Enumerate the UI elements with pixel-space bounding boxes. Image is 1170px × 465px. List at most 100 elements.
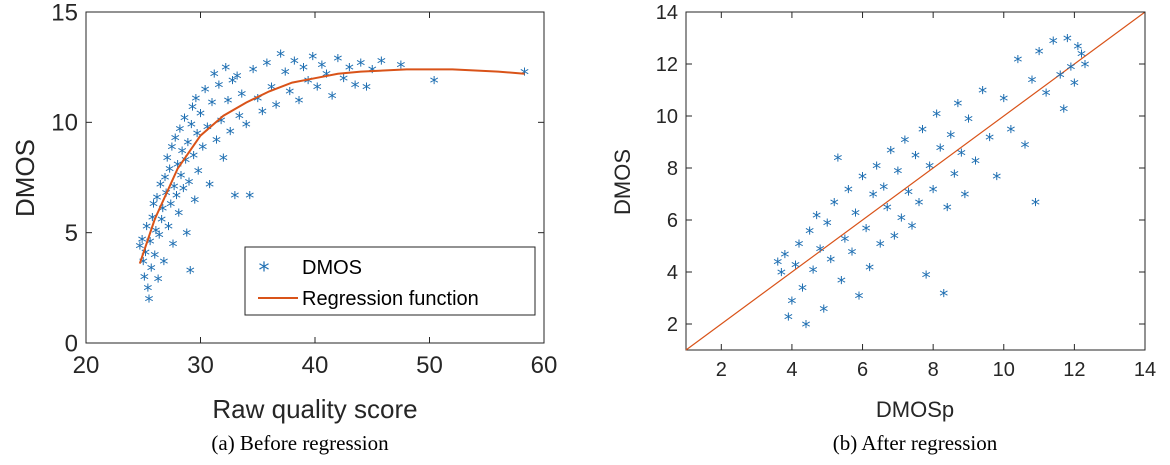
data-point: *: [163, 150, 172, 171]
data-point: *: [285, 84, 294, 105]
data-point: *: [142, 219, 151, 240]
data-point: *: [276, 47, 285, 68]
data-point: *: [138, 232, 147, 253]
data-point: *: [1080, 57, 1089, 78]
data-point: *: [179, 181, 188, 202]
data-point: *: [170, 179, 179, 200]
data-point: *: [858, 169, 867, 190]
data-point: *: [777, 265, 786, 286]
data-point: *: [186, 263, 195, 284]
x-tick-label: 20: [73, 352, 100, 379]
data-point: *: [169, 236, 178, 257]
legend-label-regression: Regression function: [302, 288, 479, 310]
data-point: *: [210, 66, 219, 87]
data-point: *: [1063, 31, 1072, 52]
data-point: *: [816, 242, 825, 263]
data-point: *: [155, 228, 164, 249]
data-point: *: [188, 100, 197, 121]
legend-marker-icon: *: [259, 259, 270, 284]
data-point: *: [135, 239, 144, 260]
data-point: *: [230, 188, 239, 209]
data-point: *: [978, 83, 987, 104]
data-point: *: [862, 221, 871, 242]
data-point: *: [143, 281, 152, 302]
legend: * DMOS Regression function: [244, 246, 536, 316]
data-point: *: [198, 139, 207, 160]
data-point: *: [207, 95, 216, 116]
data-point: *: [156, 177, 165, 198]
data-point: *: [798, 281, 807, 302]
data-point: *: [217, 113, 226, 134]
data-point: *: [971, 153, 980, 174]
data-point: *: [174, 206, 183, 227]
data-point: *: [147, 261, 156, 282]
data-point: *: [149, 197, 158, 218]
data-point: *: [194, 164, 203, 185]
data-point: *: [985, 130, 994, 151]
data-point: *: [377, 53, 386, 74]
data-point: *: [1042, 86, 1051, 107]
data-point: *: [152, 190, 161, 211]
data-point: *: [922, 268, 931, 289]
x-tick-label: 10: [993, 359, 1015, 381]
data-point: *: [960, 187, 969, 208]
data-point: *: [904, 185, 913, 206]
data-point: *: [897, 211, 906, 232]
data-point: *: [159, 254, 168, 275]
data-point: *: [139, 254, 148, 275]
data-point: *: [177, 168, 186, 189]
data-point: *: [221, 60, 230, 81]
data-point: *: [157, 212, 166, 233]
data-point: *: [946, 127, 955, 148]
regression-curve: [138, 68, 525, 264]
data-point: *: [936, 140, 945, 161]
data-point: *: [929, 182, 938, 203]
data-point: *: [212, 133, 221, 154]
data-point: *: [339, 71, 348, 92]
legend-label-dmos: DMOS: [302, 257, 362, 279]
data-point: *: [939, 286, 948, 307]
data-point: *: [290, 53, 299, 74]
y-tick-label: 2: [667, 314, 678, 336]
data-point: *: [214, 78, 223, 99]
x-tick-label: 50: [416, 352, 443, 379]
y-tick-label: 6: [667, 210, 678, 232]
data-point: *: [1056, 68, 1065, 89]
data-point: *: [165, 161, 174, 182]
data-point: *: [1077, 47, 1086, 68]
data-point: *: [833, 151, 842, 172]
data-point: *: [237, 86, 246, 107]
data-point: *: [992, 169, 1001, 190]
data-point: *: [396, 58, 405, 79]
data-point: *: [272, 97, 281, 118]
caption-a: (a) Before regression: [211, 431, 389, 455]
data-point: *: [953, 96, 962, 117]
data-point: *: [773, 255, 782, 276]
data-point: *: [304, 73, 313, 94]
x-axis-label-b: DMOSp: [876, 397, 954, 422]
data-point: *: [245, 188, 254, 209]
data-point: *: [299, 60, 308, 81]
y-tick-label: 10: [51, 110, 78, 137]
data-point: *: [313, 80, 322, 101]
x-tick-label: 8: [928, 359, 939, 381]
x-axis-label-a: Raw quality score: [212, 394, 417, 424]
data-point: *: [193, 126, 202, 147]
data-point: *: [1013, 52, 1022, 73]
data-point: *: [812, 208, 821, 229]
data-point: *: [893, 164, 902, 185]
caption-b: (b) After regression: [833, 431, 998, 455]
data-point: *: [144, 292, 153, 313]
data-point: *: [1073, 39, 1082, 60]
data-point: *: [837, 273, 846, 294]
data-point: *: [865, 260, 874, 281]
data-point: *: [784, 309, 793, 330]
x-tick-label: 4: [786, 359, 797, 381]
data-point: *: [164, 219, 173, 240]
data-point: *: [182, 225, 191, 246]
data-point: *: [294, 93, 303, 114]
data-point: *: [308, 49, 317, 70]
data-point: *: [158, 201, 167, 222]
data-point: *: [185, 175, 194, 196]
